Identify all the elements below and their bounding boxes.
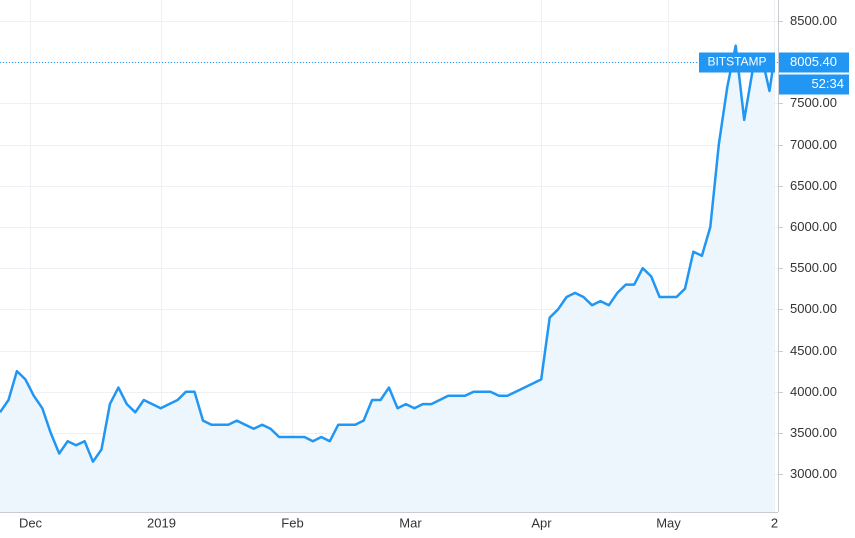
y-tick-label: 6000.00 bbox=[790, 219, 837, 234]
price-line bbox=[0, 44, 776, 463]
x-tick-label: 2 bbox=[771, 515, 778, 530]
y-tick-label: 5000.00 bbox=[790, 301, 837, 316]
x-tick-label: Dec bbox=[19, 515, 43, 530]
y-tick-label: 7000.00 bbox=[790, 137, 837, 152]
area-fill bbox=[0, 45, 774, 512]
x-tick-label: Feb bbox=[281, 515, 303, 530]
y-tick-label: 3500.00 bbox=[790, 425, 837, 440]
y-tick-label: 3000.00 bbox=[790, 466, 837, 481]
x-tick-label: 2019 bbox=[147, 515, 176, 530]
countdown-badge bbox=[779, 74, 849, 95]
price-badge bbox=[779, 52, 849, 73]
x-tick-label: May bbox=[656, 515, 681, 530]
y-tick-label: 4000.00 bbox=[790, 384, 837, 399]
countdown-label: 52:34 bbox=[811, 76, 844, 91]
y-tick-label: 6500.00 bbox=[790, 178, 837, 193]
plot bbox=[0, 44, 778, 512]
axes: 3000.00 3500.00 4000.00 4500.00 5000.00 5500.… bbox=[19, 13, 849, 530]
x-tick-label: Mar bbox=[399, 515, 422, 530]
y-tick-label: 7500.00 bbox=[790, 95, 837, 110]
y-tick-label: 8500.00 bbox=[790, 13, 837, 28]
y-tick-label: 5500.00 bbox=[790, 260, 837, 275]
exchange-badge bbox=[699, 52, 775, 73]
y-tick-label: 4500.00 bbox=[790, 343, 837, 358]
exchange-label: BITSTAMP bbox=[707, 55, 766, 69]
price-label: 8005.40 bbox=[790, 54, 837, 69]
x-tick-label: Apr bbox=[531, 515, 552, 530]
